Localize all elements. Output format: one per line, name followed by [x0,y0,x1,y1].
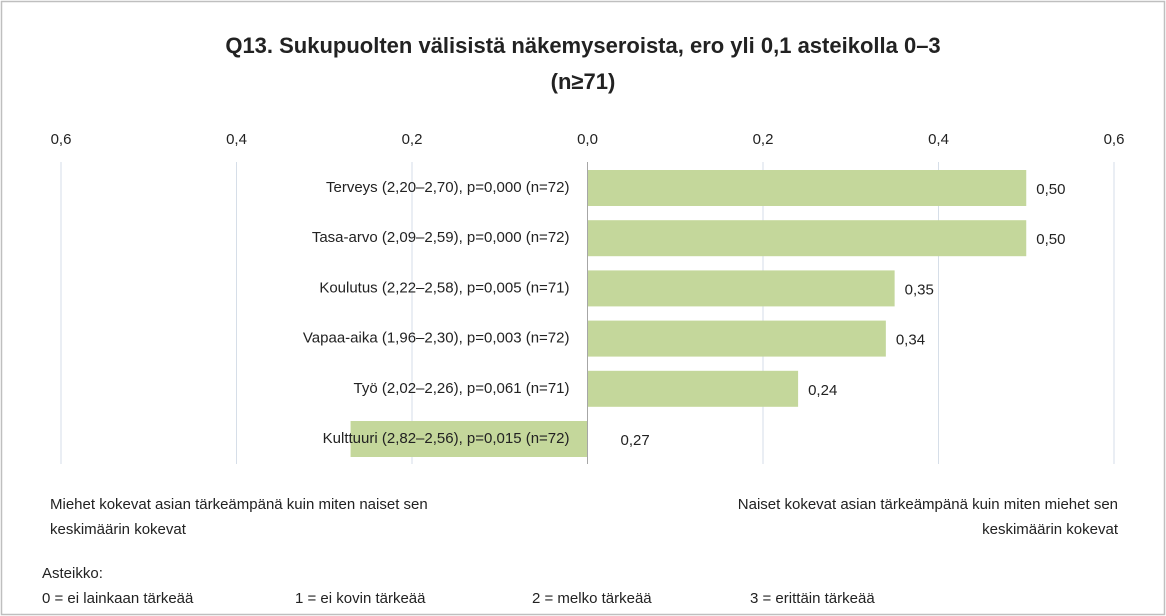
scale-item: 1 = ei kovin tärkeää [295,590,426,607]
chart-title: Q13. Sukupuolten välisistä näkemyseroist… [225,33,940,58]
category-label: Tasa-arvo (2,09–2,59), p=0,000 (n=72) [312,229,570,246]
bar [587,270,895,307]
x-tick-label: 0,4 [928,131,949,148]
category-label: Vapaa-aika (1,96–2,30), p=0,003 (n=72) [303,330,570,347]
bar [350,421,588,457]
chart-title: (n≥71) [551,69,616,94]
x-tick-label: 0,6 [1104,131,1125,148]
scale-item: 3 = erittäin tärkeää [750,590,875,607]
category-label: Kulttuuri (2,82–2,56), p=0,015 (n=72) [323,430,570,447]
annotation: Naiset kokevat asian tärkeämpänä kuin mi… [738,496,1118,513]
value-label: 0,34 [896,332,925,349]
category-label: Terveys (2,20–2,70), p=0,000 (n=72) [326,179,570,196]
x-tick-label: 0,6 [51,131,72,148]
value-label: 0,24 [808,382,837,399]
scale-title: Asteikko: [42,565,103,582]
category-label: Koulutus (2,22–2,58), p=0,005 (n=71) [319,279,569,296]
bar [587,320,886,357]
value-label: 0,50 [1036,231,1065,248]
annotation: keskimäärin kokevat [982,521,1119,538]
x-tick-label: 0,4 [226,131,247,148]
bar [587,370,799,407]
bar [587,170,1027,206]
annotation: keskimäärin kokevat [50,521,187,538]
bar [587,220,1027,257]
scale-item: 0 = ei lainkaan tärkeää [42,590,194,607]
x-tick-label: 0,0 [577,131,598,148]
category-label: Työ (2,02–2,26), p=0,061 (n=71) [354,380,570,397]
x-tick-label: 0,2 [402,131,423,148]
value-label: 0,27 [621,432,650,449]
scale-item: 2 = melko tärkeää [532,590,652,607]
value-label: 0,50 [1036,181,1065,198]
annotation: Miehet kokevat asian tärkeämpänä kuin mi… [50,496,428,513]
value-label: 0,35 [905,281,934,298]
x-tick-label: 0,2 [753,131,774,148]
